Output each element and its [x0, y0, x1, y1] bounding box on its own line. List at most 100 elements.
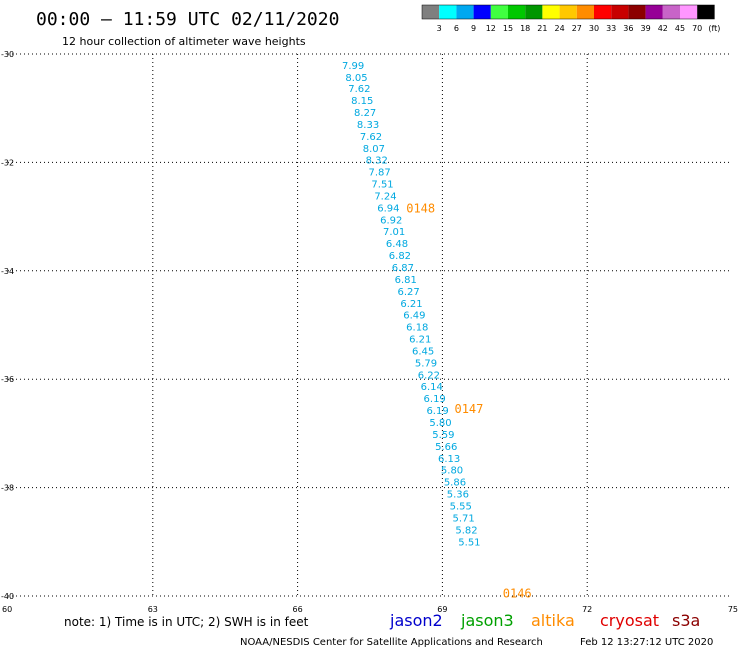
swh-label: 6.13	[438, 454, 460, 465]
swh-label: 5.79	[415, 358, 437, 369]
swh-label: 6.19	[424, 394, 446, 405]
satellite-cryosat: cryosat	[600, 611, 659, 630]
page-title: 00:00 – 11:59 UTC 02/11/2020	[36, 9, 339, 30]
scale-swatch	[662, 5, 680, 19]
scale-label: 30	[589, 24, 599, 33]
swh-label: 5.51	[458, 537, 480, 548]
chart-grid	[8, 53, 732, 597]
pass-label: 0147	[454, 402, 483, 416]
swh-label: 7.87	[369, 168, 391, 179]
y-tick-label: -36	[1, 375, 14, 384]
scale-label: 24	[555, 24, 565, 33]
swh-label: 6.27	[397, 287, 419, 298]
scale-label: 15	[503, 24, 513, 33]
x-tick-label: 69	[437, 605, 447, 614]
y-tick-label: -32	[1, 158, 14, 167]
footer-note: note: 1) Time is in UTC; 2) SWH is in fe…	[64, 615, 309, 629]
swh-label: 5.71	[453, 513, 475, 524]
scale-label: (ft)	[708, 24, 720, 33]
swh-label: 5.59	[432, 430, 454, 441]
swh-label: 6.49	[403, 311, 425, 322]
scale-label: 33	[606, 24, 616, 33]
swh-label: 6.94	[377, 203, 399, 214]
scale-swatch	[490, 5, 508, 19]
scale-label: 3	[437, 24, 442, 33]
swh-label: 7.62	[348, 84, 370, 95]
x-tick-label: 63	[148, 605, 158, 614]
scale-swatch	[422, 5, 440, 19]
axis-ticks: -30 -32 -34 -36 -38 -40 60 63 66 69 72 75	[1, 50, 738, 614]
x-tick-label: 60	[2, 605, 12, 614]
scale-label: 27	[572, 24, 582, 33]
scale-label: 42	[658, 24, 668, 33]
scale-swatch	[525, 5, 543, 19]
swh-label: 8.07	[363, 144, 385, 155]
swh-label: 8.05	[345, 73, 367, 84]
swh-label: 7.62	[360, 132, 382, 143]
scale-swatch	[456, 5, 474, 19]
x-tick-label: 66	[293, 605, 303, 614]
satellite-altika: altika	[531, 611, 575, 630]
swh-label: 6.19	[426, 406, 448, 417]
swh-label: 8.33	[357, 120, 379, 131]
satellite-jason3: jason3	[460, 611, 514, 630]
swh-label: 5.36	[447, 490, 469, 501]
swh-label: 5.80	[441, 466, 463, 477]
x-tick-label: 75	[728, 605, 738, 614]
pass-labels: 0148 0147 0146	[406, 201, 531, 600]
wave-height-labels: 7.998.057.628.158.278.337.628.078.327.87…	[342, 61, 481, 548]
scale-label: 36	[623, 24, 633, 33]
y-tick-label: -30	[1, 50, 14, 59]
scale-swatch	[697, 5, 715, 19]
timestamp-text: Feb 12 13:27:12 UTC 2020	[580, 637, 713, 648]
scale-label: 9	[471, 24, 476, 33]
swh-label: 8.27	[354, 108, 376, 119]
swh-label: 5.66	[435, 442, 457, 453]
satellite-jason2: jason2	[389, 611, 443, 630]
pass-label: 0148	[406, 201, 435, 215]
y-tick-label: -34	[1, 267, 14, 276]
swh-label: 5.86	[444, 478, 466, 489]
swh-label: 8.32	[366, 156, 388, 167]
y-tick-label: -38	[1, 484, 14, 493]
swh-label: 6.18	[406, 323, 428, 334]
scale-label: 21	[537, 24, 547, 33]
scale-swatch	[576, 5, 594, 19]
scale-swatch	[611, 5, 629, 19]
satellite-s3a: s3a	[672, 611, 700, 630]
pass-label: 0146	[503, 586, 532, 600]
swh-label: 6.14	[421, 382, 443, 393]
x-tick-label: 72	[582, 605, 592, 614]
scale-swatch	[680, 5, 698, 19]
swh-label: 7.51	[371, 180, 393, 191]
page-subtitle: 12 hour collection of altimeter wave hei…	[62, 35, 306, 48]
swh-label: 6.81	[395, 275, 417, 286]
swh-label: 6.21	[400, 299, 422, 310]
swh-label: 6.92	[380, 215, 402, 226]
scale-swatch	[473, 5, 491, 19]
swh-label: 5.55	[450, 501, 472, 512]
y-tick-label: -40	[1, 592, 14, 601]
scale-label: 70	[692, 24, 702, 33]
scale-swatch	[594, 5, 612, 19]
scale-swatch	[645, 5, 663, 19]
swh-label: 8.15	[351, 96, 373, 107]
scale-border	[421, 4, 715, 20]
scale-label: 39	[641, 24, 651, 33]
swh-label: 5.80	[429, 418, 451, 429]
swh-label: 6.45	[412, 346, 434, 357]
credit-text: NOAA/NESDIS Center for Satellite Applica…	[240, 637, 543, 648]
swh-label: 5.82	[455, 525, 477, 536]
color-scale-legend: 3 6 9 12 15 18 21 24 27 30 33 36 39 42 45 70 (ft)	[421, 4, 720, 33]
swh-label: 6.22	[418, 370, 440, 381]
swh-label: 7.01	[383, 227, 405, 238]
scale-swatch	[508, 5, 526, 19]
swh-label: 7.99	[342, 61, 364, 72]
swh-label: 6.87	[392, 263, 414, 274]
scale-label: 12	[486, 24, 496, 33]
scale-swatch	[439, 5, 457, 19]
scale-swatch	[559, 5, 577, 19]
scale-label: 45	[675, 24, 685, 33]
swh-label: 6.21	[409, 335, 431, 346]
